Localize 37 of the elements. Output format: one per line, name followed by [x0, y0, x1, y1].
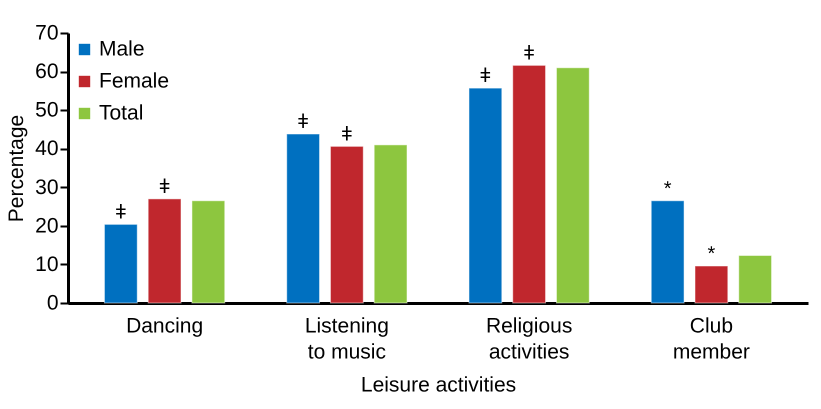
data-label: ǂ — [480, 65, 492, 88]
bar — [738, 255, 772, 304]
x-axis-title: Leisure activities — [360, 374, 516, 396]
bar — [104, 224, 138, 304]
data-label: ǂ — [297, 111, 309, 134]
x-tick-label: Club member — [672, 314, 750, 364]
bar — [512, 64, 546, 304]
legend-label: Total — [99, 102, 144, 124]
legend-label: Male — [99, 38, 145, 60]
y-tick-label: 70 — [35, 22, 58, 44]
y-tick-label: 20 — [35, 214, 58, 238]
y-tick-label: 0 — [46, 292, 58, 314]
bar — [330, 146, 364, 304]
y-tick-label: 40 — [35, 137, 58, 160]
y-tick-label: 30 — [35, 176, 58, 199]
y-tick-label: 10 — [35, 252, 58, 276]
bar — [374, 144, 408, 304]
bar — [556, 67, 590, 304]
y-tick-label: 50 — [35, 98, 58, 122]
data-label: ǂ — [115, 201, 127, 224]
bar — [286, 134, 320, 304]
data-label: * — [664, 178, 672, 200]
data-label: ǂ — [158, 176, 170, 198]
data-label: ǂ — [523, 42, 535, 64]
y-axis-title: Percentage — [5, 114, 28, 222]
bar — [148, 198, 182, 304]
data-label: * — [708, 242, 716, 265]
y-tick-label: 60 — [35, 60, 58, 84]
bar — [650, 200, 685, 304]
x-tick-label: Listening to music — [304, 314, 389, 364]
legend-label: Female — [99, 70, 170, 92]
x-tick-label: Religious activities — [486, 314, 572, 364]
x-tick-label: Dancing — [126, 314, 204, 338]
bar — [468, 88, 502, 304]
bar — [694, 265, 728, 304]
bar — [191, 200, 226, 304]
data-label: ǂ — [341, 123, 353, 146]
